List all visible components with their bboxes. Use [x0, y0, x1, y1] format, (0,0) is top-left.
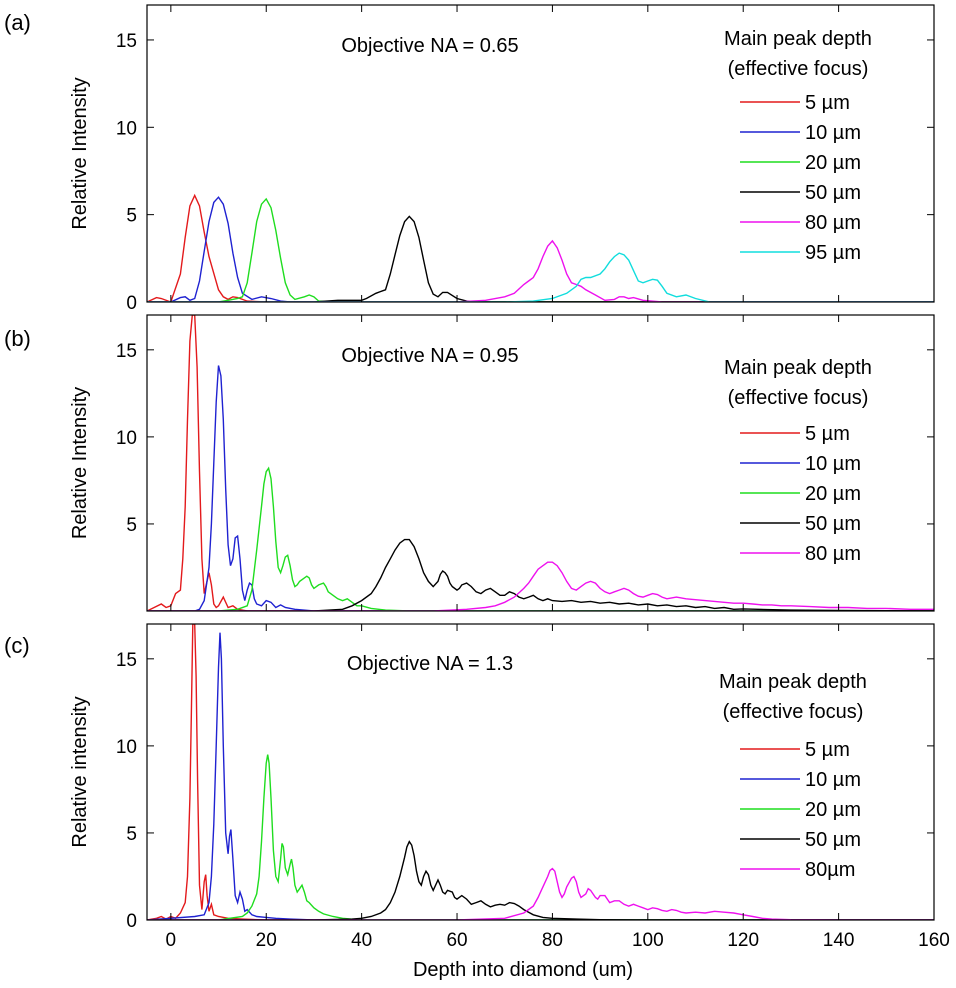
- series-line-1: [147, 365, 934, 611]
- series-line-0: [147, 193, 934, 302]
- series-line-5: [147, 252, 934, 302]
- legend-entry: 80 µm: [805, 543, 861, 565]
- legend-entry: 50 µm: [805, 182, 861, 204]
- y-axis-label: Relative Intensity: [69, 77, 91, 229]
- panel-label: (a): [4, 10, 31, 35]
- legend-entry: 10 µm: [805, 769, 861, 791]
- plot-frame: [146, 4, 935, 303]
- legend-title: (effective focus): [723, 701, 864, 723]
- x-tick-label: 100: [632, 930, 664, 951]
- y-tick-label: 10: [116, 428, 137, 449]
- y-tick-label: 10: [116, 737, 137, 758]
- y-axis-label: Relative Intensity: [69, 387, 91, 539]
- series-line-1: [147, 196, 934, 302]
- legend-entry: 5 µm: [805, 423, 850, 445]
- panel-a: 0 5 10 15 Relative Intensity (a) Objective NA …: [4, 4, 935, 314]
- legend-entry: 10 µm: [805, 122, 861, 144]
- legend-entry: 20 µm: [805, 152, 861, 174]
- y-tick-label: 0: [126, 911, 137, 932]
- x-tick-label: 80: [542, 930, 563, 951]
- y-tick-label: 5: [126, 824, 137, 845]
- x-tick-label: 140: [823, 930, 855, 951]
- y-axis-label: Relative intensity: [69, 696, 91, 847]
- panel-label: (c): [4, 633, 30, 658]
- legend: Main peak depth (effective focus) 5 µm 10 µ…: [724, 28, 872, 264]
- x-tick-label: 20: [256, 930, 277, 951]
- panel-label: (b): [4, 326, 31, 351]
- legend-entry: 5 µm: [805, 739, 850, 761]
- x-tick-label: 0: [166, 930, 177, 951]
- series-line-3: [147, 538, 934, 611]
- series-line-4: [147, 867, 934, 920]
- legend-entry: 20 µm: [805, 799, 861, 821]
- series-line-2: [147, 197, 934, 302]
- legend-entry: 80 µm: [805, 212, 861, 234]
- plot-frame: [146, 314, 935, 612]
- legend-entry: 50 µm: [805, 829, 861, 851]
- y-tick-label: 10: [116, 118, 137, 139]
- legend-entry: 5 µm: [805, 92, 850, 114]
- y-tick-label: 5: [126, 206, 137, 227]
- x-tick-label: 160: [918, 930, 950, 951]
- na-annotation: Objective NA = 0.65: [341, 35, 518, 57]
- y-tick-label: 15: [116, 341, 137, 362]
- legend-entry: 10 µm: [805, 453, 861, 475]
- na-annotation: Objective NA = 1.3: [347, 653, 513, 675]
- legend: Main peak depth (effective focus) 5 µm 10 µ…: [724, 357, 872, 565]
- series-line-2: [147, 754, 934, 920]
- series-line-3: [147, 840, 934, 920]
- panel-c: 0 20 40 60 80 100 120 140 160 0 5 10 15 Relative inte…: [4, 623, 950, 951]
- legend-entry: 50 µm: [805, 513, 861, 535]
- y-tick-label: 15: [116, 650, 137, 671]
- legend-title: (effective focus): [728, 387, 869, 409]
- legend: Main peak depth (effective focus) 5 µm 10 µ…: [719, 671, 867, 881]
- x-axis-label: Depth into diamond (um): [413, 959, 633, 981]
- legend-title: Main peak depth: [724, 28, 872, 50]
- y-tick-label: 0: [126, 293, 137, 314]
- legend-title: Main peak depth: [724, 357, 872, 379]
- x-tick-label: 40: [351, 930, 372, 951]
- x-tick-label: 60: [446, 930, 467, 951]
- legend-entry: 95 µm: [805, 242, 861, 264]
- na-annotation: Objective NA = 0.95: [341, 345, 518, 367]
- series-line-1: [147, 632, 934, 920]
- y-tick-label: 5: [126, 515, 137, 536]
- x-tick-label: 120: [727, 930, 759, 951]
- legend-entry: 80µm: [805, 859, 855, 881]
- legend-title: (effective focus): [728, 58, 869, 80]
- series-line-4: [147, 561, 934, 611]
- y-tick-label: 15: [116, 31, 137, 52]
- plot-frame: [146, 623, 935, 921]
- legend-entry: 20 µm: [805, 483, 861, 505]
- panel-b: 5 10 15 Relative Intensity (b) Objective NA =…: [4, 314, 935, 612]
- legend-title: Main peak depth: [719, 671, 867, 693]
- series-line-4: [147, 239, 934, 302]
